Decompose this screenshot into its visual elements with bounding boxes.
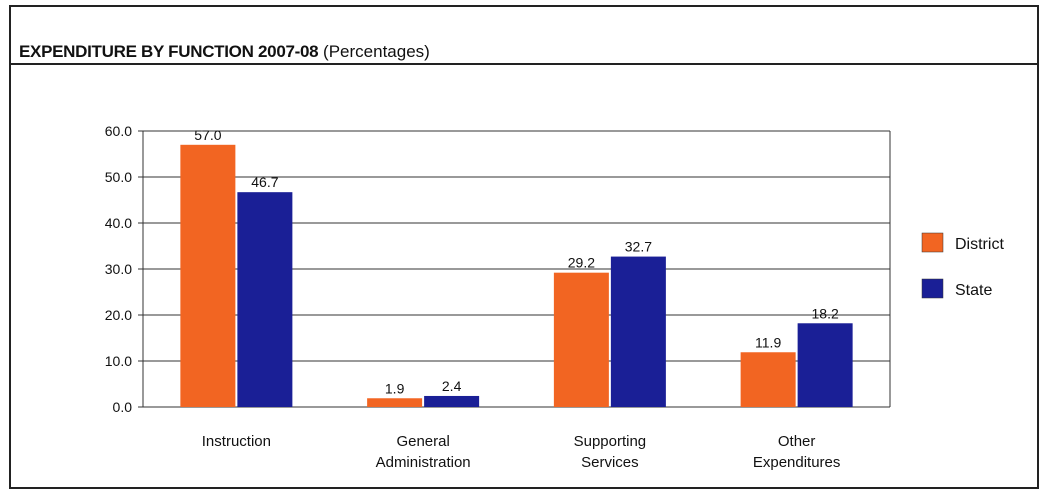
bar-state [610, 256, 666, 407]
data-label-district: 57.0 [194, 127, 221, 143]
y-tick-label: 0.0 [113, 399, 133, 415]
data-label-state: 2.4 [442, 378, 462, 394]
x-tick-label: Supporting [574, 433, 647, 450]
bar-district [553, 272, 609, 407]
y-tick-label: 30.0 [105, 261, 132, 277]
y-tick-label: 40.0 [105, 215, 132, 231]
data-label-state: 18.2 [812, 305, 839, 321]
bar-district [367, 398, 423, 407]
x-tick-label: General [396, 433, 449, 450]
bar-state [424, 395, 480, 407]
x-tick-label: Other [778, 433, 816, 450]
legend-swatch-district [921, 232, 944, 253]
legend-label-district: District [955, 236, 1004, 253]
data-label-district: 11.9 [755, 334, 781, 350]
bar-district [180, 144, 236, 408]
x-tick-label: Administration [376, 454, 471, 471]
data-label-state: 46.7 [251, 174, 278, 190]
y-tick-label: 10.0 [105, 353, 132, 369]
chart-title: EXPENDITURE BY FUNCTION 2007-08 (Percent… [19, 42, 430, 62]
bar-district [740, 352, 796, 407]
y-tick-label: 20.0 [105, 307, 132, 323]
x-tick-label: Instruction [202, 433, 271, 450]
chart-title-bar: EXPENDITURE BY FUNCTION 2007-08 (Percent… [11, 7, 1037, 65]
data-label-district: 1.9 [385, 380, 405, 396]
legend-swatch-state [921, 278, 944, 299]
chart-subtitle: (Percentages) [323, 42, 430, 61]
data-label-district: 29.2 [568, 255, 595, 271]
bar-state [237, 192, 293, 407]
x-tick-label: Services [581, 454, 639, 471]
chart-title-main: EXPENDITURE BY FUNCTION 2007-08 [19, 42, 319, 61]
y-tick-label: 60.0 [105, 123, 132, 139]
y-tick-label: 50.0 [105, 169, 132, 185]
bar-state [797, 323, 853, 407]
data-label-state: 32.7 [625, 239, 652, 255]
legend-label-state: State [955, 282, 992, 299]
x-tick-label: Expenditures [753, 454, 841, 471]
